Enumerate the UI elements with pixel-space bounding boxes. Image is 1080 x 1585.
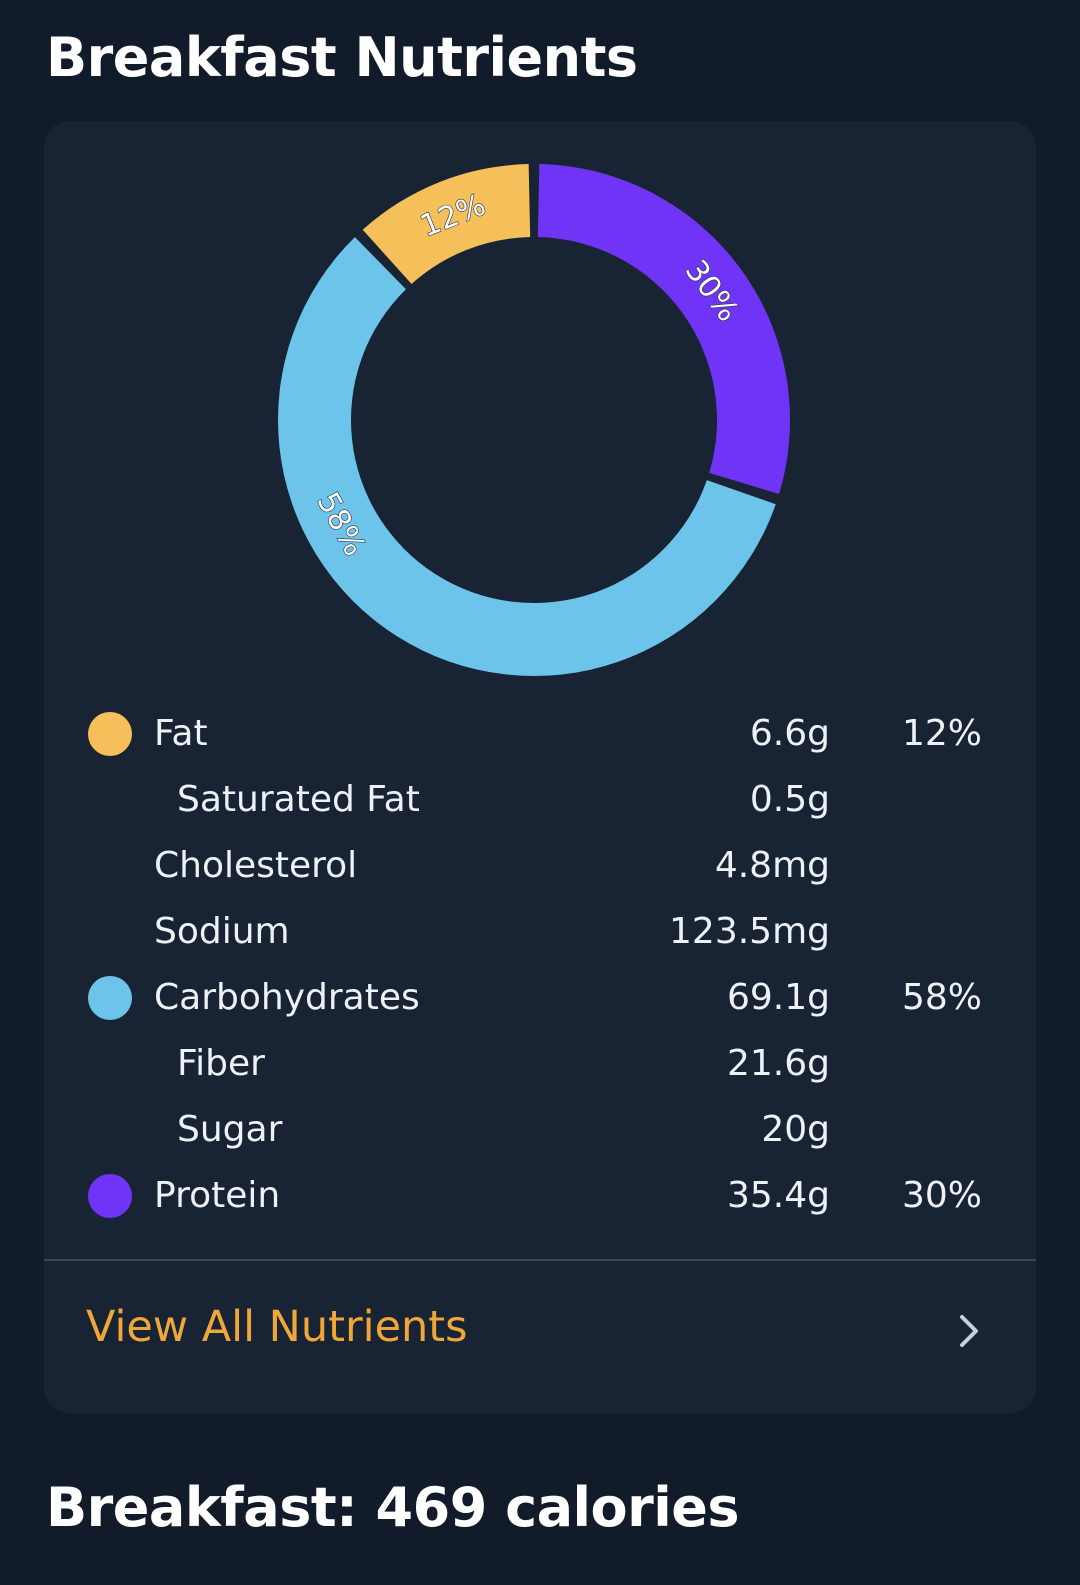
nutrient-amount: 21.6g <box>726 1043 830 1084</box>
nutrient-row-fiber: Fiber 21.6g <box>44 1031 1036 1097</box>
nutrient-list: Fat 6.6g 12% Saturated Fat 0.5g Cholesterol 4.… <box>44 701 1036 1391</box>
nutrient-amount: 4.8mg <box>714 845 830 886</box>
macro-donut-chart: 30% 58% 12% <box>44 121 1036 701</box>
donut-slice-fat <box>362 164 531 285</box>
view-all-nutrients-button[interactable]: View All Nutrients <box>44 1261 1036 1401</box>
fat-legend-dot <box>88 712 132 756</box>
nutrient-name: Sugar <box>177 1109 283 1150</box>
nutrient-amount: 35.4g <box>726 1175 830 1216</box>
nutrient-name: Fiber <box>177 1043 265 1084</box>
nutrient-percent: 58% <box>901 977 982 1018</box>
donut-slice-carbohydrates <box>278 237 776 676</box>
nutrient-row-sugar: Sugar 20g <box>44 1097 1036 1163</box>
nutrient-name: Sodium <box>154 911 290 952</box>
nutrient-amount: 0.5g <box>749 779 830 820</box>
page-title: Breakfast Nutrients <box>46 26 638 89</box>
carbohydrates-legend-dot <box>88 976 132 1020</box>
nutrient-name: Protein <box>154 1175 281 1216</box>
nutrient-amount: 69.1g <box>726 977 830 1018</box>
breakfast-calories-title: Breakfast: 469 calories <box>46 1476 740 1539</box>
nutrient-row-carbohydrates: Carbohydrates 69.1g 58% <box>44 965 1036 1031</box>
nutrient-amount: 123.5mg <box>669 911 830 952</box>
nutrient-name: Cholesterol <box>154 845 358 886</box>
nutrients-card: 30% 58% 12% Fat 6.6g 12% Saturated Fat 0.5g Cho… <box>44 121 1036 1413</box>
nutrient-percent: 30% <box>901 1175 982 1216</box>
nutrient-row-protein: Protein 35.4g 30% <box>44 1163 1036 1229</box>
divider <box>44 1259 1036 1261</box>
nutrient-row-sodium: Sodium 123.5mg <box>44 899 1036 965</box>
protein-legend-dot <box>88 1174 132 1218</box>
nutrient-amount: 6.6g <box>749 713 830 754</box>
donut-slice-protein <box>537 164 791 494</box>
donut-svg: 30%58%12% <box>278 164 791 676</box>
nutrient-row-fat: Fat 6.6g 12% <box>44 701 1036 767</box>
nutrient-amount: 20g <box>761 1109 830 1150</box>
nutrient-row-cholesterol: Cholesterol 4.8mg <box>44 833 1036 899</box>
nutrient-percent: 12% <box>901 713 982 754</box>
chevron-right-icon <box>960 1315 978 1347</box>
nutrient-row-saturated-fat: Saturated Fat 0.5g <box>44 767 1036 833</box>
nutrient-name: Fat <box>154 713 208 754</box>
view-all-nutrients-label: View All Nutrients <box>86 1302 468 1352</box>
nutrient-name: Saturated Fat <box>177 779 420 820</box>
nutrient-name: Carbohydrates <box>154 977 420 1018</box>
